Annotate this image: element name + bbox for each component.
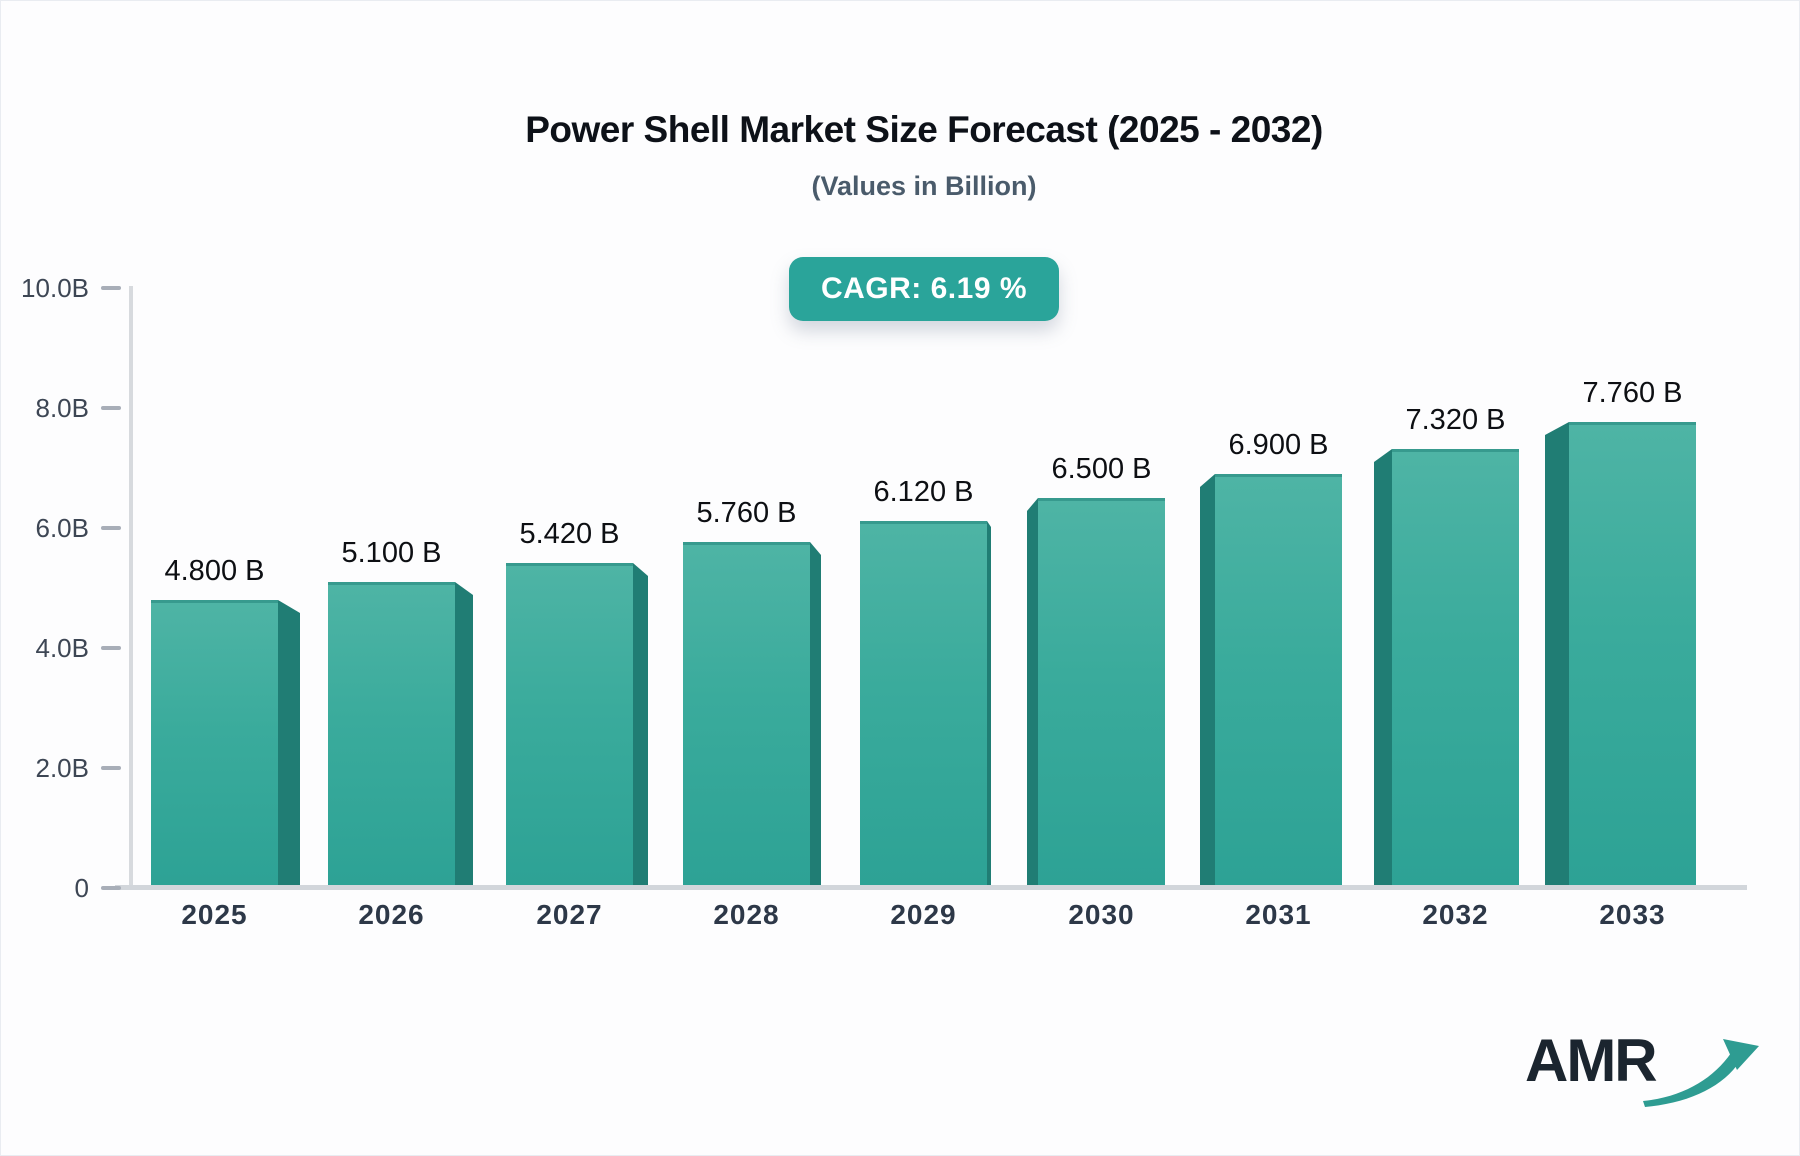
x-tick-label: 2026	[358, 899, 425, 930]
bar-value-label: 5.420 B	[519, 518, 620, 550]
amr-logo: AMR	[1525, 1031, 1785, 1123]
bar-side-2025	[278, 600, 300, 885]
cagr-badge: CAGR: 6.19 %	[788, 257, 1060, 321]
y-tick-label: 10.0B	[21, 273, 89, 303]
x-axis-line	[115, 885, 1747, 890]
x-tick-label: 2033	[1599, 899, 1666, 930]
y-tick-label: 4.0B	[35, 633, 90, 663]
bar-value-label: 6.120 B	[873, 476, 974, 508]
y-tick-label: 2.0B	[35, 753, 90, 783]
bar-side-2033	[1545, 422, 1569, 885]
x-tick-label: 2032	[1422, 899, 1489, 930]
y-tick-mark	[101, 406, 121, 410]
cagr-badge-wrap: CAGR: 6.19 %	[1, 257, 1799, 321]
y-tick-mark	[101, 646, 121, 650]
chart-subtitle: (Values in Billion)	[811, 171, 1037, 201]
bar-side-2027	[633, 563, 648, 885]
bar-face-2032	[1392, 449, 1519, 885]
bar-value-label: 4.800 B	[164, 555, 265, 587]
y-tick-mark	[101, 286, 121, 290]
chart-title: Power Shell Market Size Forecast (2025 -…	[525, 109, 1323, 150]
growth-arrow-icon	[1643, 1039, 1759, 1107]
y-tick-mark	[101, 526, 121, 530]
y-tick-label: 8.0B	[35, 393, 90, 423]
x-tick-label: 2031	[1245, 899, 1312, 930]
x-tick-label: 2027	[536, 899, 603, 930]
bar-face-2026	[328, 582, 455, 885]
bar-side-2031	[1200, 474, 1215, 885]
y-tick-label: 6.0B	[35, 513, 90, 543]
bar-value-label: 5.760 B	[696, 497, 797, 529]
x-tick-label: 2028	[713, 899, 780, 930]
bar-value-label: 7.320 B	[1405, 404, 1506, 436]
bar-side-2029	[987, 521, 991, 885]
y-axis-line	[129, 286, 133, 888]
bar-value-label: 6.900 B	[1228, 429, 1329, 461]
bar-face-2027	[506, 563, 633, 885]
amr-logo-text: AMR	[1525, 1027, 1658, 1094]
x-tick-label: 2030	[1068, 899, 1135, 930]
bar-face-2029	[860, 521, 987, 885]
bar-face-2030	[1038, 498, 1165, 885]
bar-face-2031	[1215, 474, 1342, 885]
bar-side-2030	[1027, 498, 1038, 885]
bar-value-label: 6.500 B	[1051, 453, 1152, 485]
bar-side-2028	[810, 542, 821, 885]
bar-side-2026	[455, 582, 473, 885]
bar-side-2032	[1374, 449, 1392, 885]
x-tick-label: 2029	[890, 899, 957, 930]
y-tick-mark	[101, 766, 121, 770]
bar-face-2028	[683, 542, 810, 885]
y-tick-mark	[101, 886, 121, 890]
bar-face-2025	[151, 600, 278, 885]
bar-value-label: 7.760 B	[1582, 377, 1683, 409]
x-tick-label: 2025	[181, 899, 248, 930]
bar-value-label: 5.100 B	[341, 537, 442, 569]
bar-face-2033	[1569, 422, 1696, 885]
y-tick-label: 0	[74, 873, 89, 903]
